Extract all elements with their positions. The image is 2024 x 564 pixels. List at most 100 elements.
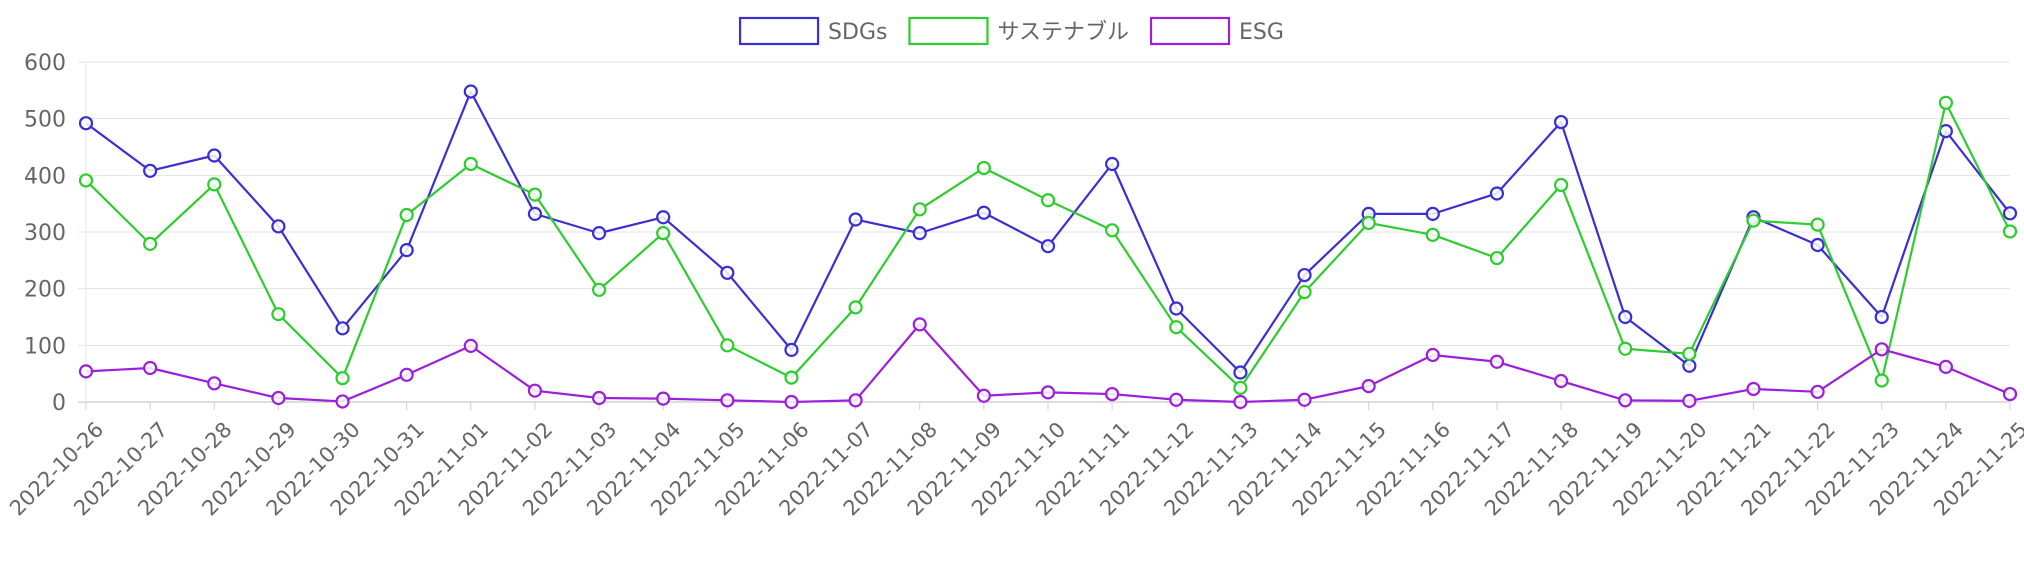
data-point[interactable]	[1938, 124, 1953, 139]
data-point[interactable]	[207, 177, 222, 192]
data-point[interactable]	[399, 207, 414, 223]
data-point[interactable]	[2002, 206, 2018, 221]
y-tick-label: 100	[24, 334, 66, 359]
data-point[interactable]	[1810, 217, 1825, 232]
data-point[interactable]	[912, 226, 927, 241]
data-point[interactable]	[1553, 177, 1569, 193]
data-point[interactable]	[784, 370, 799, 385]
data-point[interactable]	[143, 236, 158, 251]
data-point[interactable]	[1489, 250, 1505, 266]
data-point[interactable]	[1682, 346, 1697, 361]
data-point[interactable]	[271, 390, 286, 406]
data-point[interactable]	[912, 317, 927, 332]
data-point[interactable]	[591, 390, 607, 406]
data-point[interactable]	[912, 202, 927, 217]
data-point[interactable]	[656, 226, 671, 241]
data-point[interactable]	[1746, 381, 1761, 397]
data-point[interactable]	[335, 321, 350, 336]
data-point[interactable]	[1810, 237, 1825, 253]
data-point[interactable]	[527, 206, 543, 221]
data-point[interactable]	[1618, 309, 1633, 325]
data-point[interactable]	[1233, 394, 1248, 410]
data-point[interactable]	[1553, 114, 1569, 130]
data-point[interactable]	[848, 300, 863, 315]
data-point[interactable]	[591, 282, 607, 297]
data-point[interactable]	[1361, 215, 1376, 231]
legend-item-0[interactable]: SDGs	[738, 16, 887, 46]
data-point[interactable]	[2002, 386, 2018, 402]
data-point[interactable]	[1233, 380, 1248, 395]
data-point[interactable]	[1040, 193, 1056, 208]
data-point[interactable]	[976, 160, 991, 176]
data-point[interactable]	[976, 205, 991, 220]
data-point[interactable]	[463, 338, 478, 353]
data-point[interactable]	[784, 394, 799, 410]
data-point[interactable]	[335, 371, 350, 386]
data-point[interactable]	[976, 388, 991, 403]
legend[interactable]: SDGs サステナブル ESG	[738, 16, 1284, 46]
data-point[interactable]	[1746, 213, 1761, 228]
data-point[interactable]	[1105, 223, 1120, 238]
data-point[interactable]	[1040, 385, 1056, 400]
data-point[interactable]	[527, 187, 543, 202]
data-point[interactable]	[463, 156, 478, 172]
series-2	[78, 317, 2018, 410]
data-point[interactable]	[1105, 156, 1120, 172]
data-point[interactable]	[143, 163, 158, 178]
data-point[interactable]	[720, 265, 735, 280]
data-point[interactable]	[271, 219, 286, 234]
data-point[interactable]	[207, 376, 222, 391]
data-point[interactable]	[1874, 373, 1889, 388]
data-point[interactable]	[399, 243, 414, 258]
data-point[interactable]	[1361, 379, 1376, 394]
data-point[interactable]	[1169, 320, 1184, 335]
data-point[interactable]	[1040, 239, 1056, 254]
data-point[interactable]	[463, 84, 478, 99]
data-point[interactable]	[1938, 95, 1953, 110]
data-point[interactable]	[1874, 309, 1889, 325]
data-point[interactable]	[1938, 359, 1953, 374]
series-1	[78, 95, 2018, 395]
data-point[interactable]	[271, 307, 286, 322]
data-point[interactable]	[1297, 267, 1312, 283]
data-point[interactable]	[1810, 384, 1825, 399]
legend-swatch	[908, 16, 989, 46]
data-point[interactable]	[1553, 373, 1569, 389]
data-point[interactable]	[1297, 392, 1312, 407]
data-point[interactable]	[1425, 347, 1440, 363]
data-point[interactable]	[720, 338, 735, 353]
legend-item-1[interactable]: サステナブル	[908, 16, 1129, 46]
data-point[interactable]	[848, 212, 863, 227]
data-point[interactable]	[1105, 386, 1120, 402]
data-point[interactable]	[1489, 354, 1505, 369]
data-point[interactable]	[143, 360, 158, 376]
data-point[interactable]	[78, 173, 94, 188]
data-point[interactable]	[1618, 341, 1633, 356]
data-point[interactable]	[1169, 301, 1184, 316]
data-point[interactable]	[1297, 284, 1312, 300]
legend-item-2[interactable]: ESG	[1149, 16, 1284, 46]
data-point[interactable]	[1618, 393, 1633, 408]
data-point[interactable]	[1425, 227, 1440, 242]
data-point[interactable]	[1489, 186, 1505, 201]
data-point[interactable]	[1233, 365, 1248, 380]
data-point[interactable]	[78, 116, 94, 131]
data-point[interactable]	[78, 364, 94, 379]
data-point[interactable]	[1169, 392, 1184, 407]
data-point[interactable]	[784, 342, 799, 357]
data-point[interactable]	[1682, 358, 1697, 373]
data-point[interactable]	[848, 393, 863, 408]
data-point[interactable]	[656, 210, 671, 225]
data-point[interactable]	[591, 226, 607, 241]
data-point[interactable]	[335, 394, 350, 409]
data-point[interactable]	[399, 367, 414, 382]
data-point[interactable]	[207, 148, 222, 163]
data-point[interactable]	[527, 383, 543, 398]
data-point[interactable]	[1682, 393, 1697, 408]
data-point[interactable]	[1425, 206, 1440, 221]
data-point[interactable]	[1874, 342, 1889, 357]
data-point[interactable]	[720, 393, 735, 408]
data-point[interactable]	[2002, 224, 2018, 239]
data-point[interactable]	[656, 391, 671, 406]
